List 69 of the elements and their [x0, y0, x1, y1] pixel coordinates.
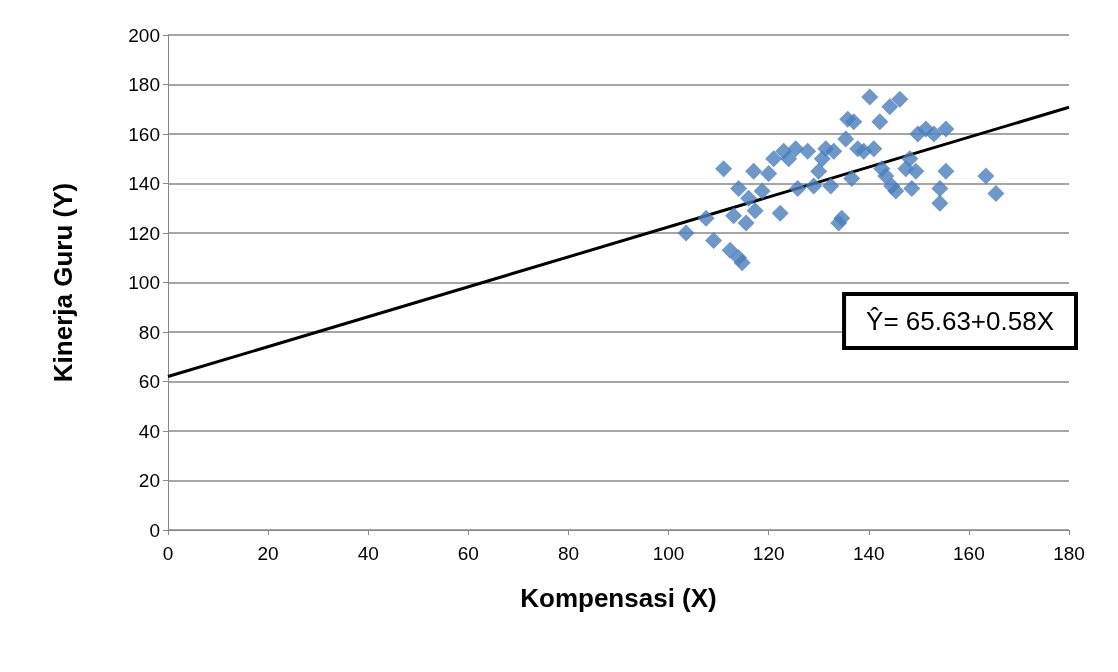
point [771, 204, 789, 222]
point [855, 142, 873, 160]
point [715, 160, 733, 178]
point [745, 162, 763, 180]
point [765, 150, 783, 168]
x-tick-label: 160 [953, 543, 985, 564]
y-tick-label: 180 [128, 74, 160, 95]
x-tick-label: 20 [257, 543, 279, 564]
x-tick-label: 60 [457, 543, 479, 564]
y-tick-label: 200 [128, 24, 160, 46]
point [837, 130, 855, 148]
point [881, 98, 899, 116]
point [697, 209, 715, 227]
point [822, 177, 840, 195]
y-tick-label: 80 [138, 321, 160, 343]
x-tick-label: 120 [752, 543, 785, 564]
y-tick-label: 40 [138, 420, 160, 442]
x-tick-label: 0 [162, 543, 174, 564]
point [760, 165, 778, 183]
point [789, 179, 807, 197]
point [810, 162, 828, 180]
point [799, 142, 817, 160]
annotation: Ŷ= 65.63+0.58X [866, 306, 1055, 336]
y-tick-label: 120 [128, 222, 160, 244]
point [977, 167, 995, 185]
point [813, 150, 831, 168]
point [931, 179, 949, 197]
x-tick-label: 100 [652, 543, 685, 564]
x-tick-label: 180 [1053, 543, 1085, 564]
point [730, 179, 748, 197]
y-tick-label: 0 [149, 519, 160, 541]
point [825, 142, 843, 160]
point [871, 113, 889, 131]
point [887, 182, 905, 200]
y-axis-title: Kinerja Guru (Y) [48, 182, 78, 383]
point [987, 184, 1005, 202]
point [903, 179, 921, 197]
point [877, 167, 895, 185]
x-tick-label: 140 [852, 543, 885, 564]
point [740, 189, 758, 207]
point [787, 140, 805, 158]
point [746, 202, 764, 220]
point [845, 113, 863, 131]
point [780, 150, 798, 168]
x-tick-label: 40 [357, 543, 379, 564]
point [891, 90, 909, 108]
y-tick-label: 160 [128, 123, 160, 145]
point [737, 214, 755, 232]
point [907, 162, 925, 180]
point [937, 162, 955, 180]
point [861, 88, 879, 106]
y-tick-label: 20 [138, 470, 160, 491]
x-axis-title: Kompensasi (X) [520, 583, 717, 613]
point [901, 150, 919, 168]
point [705, 231, 723, 249]
y-tick-label: 100 [128, 272, 160, 293]
y-tick-label: 140 [128, 173, 160, 194]
point [753, 182, 771, 200]
y-tick-label: 60 [138, 371, 160, 392]
point [843, 170, 861, 188]
point [925, 125, 943, 143]
point [931, 194, 949, 212]
x-tick-label: 80 [557, 543, 580, 564]
point [725, 207, 743, 225]
point [733, 254, 751, 272]
point [805, 177, 823, 195]
point [677, 224, 695, 242]
point [937, 120, 955, 138]
point [833, 209, 851, 227]
